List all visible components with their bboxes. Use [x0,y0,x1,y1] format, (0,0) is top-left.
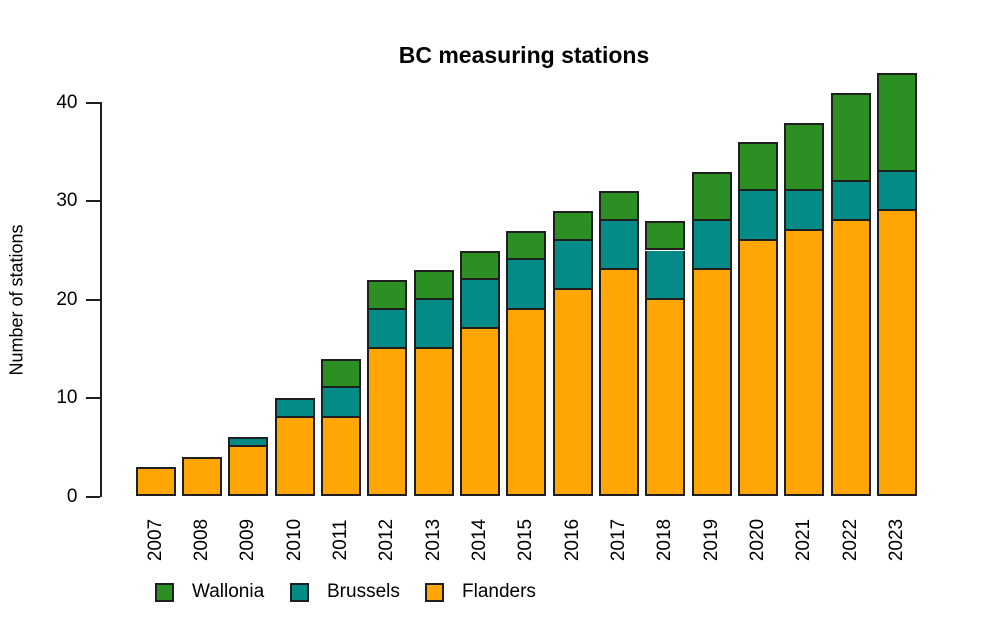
bar-segment-2022-wallonia [830,93,871,182]
bar-segment-2016-brussels [552,240,593,290]
x-axis-label-2021: 2021 [793,518,815,562]
x-axis-label-2016: 2016 [561,518,583,562]
x-axis-label-2008: 2008 [190,518,212,562]
legend-swatch-wallonia [155,583,174,602]
bar-segment-2021-brussels [784,191,825,231]
y-axis-tick-label: 0 [66,485,78,507]
bar-segment-2016-flanders [552,289,593,497]
bar-segment-2015-brussels [506,260,547,310]
bar-segment-2012-brussels [367,309,408,349]
bar-segment-2014-brussels [459,280,500,330]
y-axis-tick-label: 30 [56,190,78,212]
bar-segment-2015-flanders [506,309,547,497]
y-axis-tick-label: 20 [56,288,78,310]
bar-segment-2009-flanders [228,447,269,497]
x-axis-label-2018: 2018 [654,518,676,562]
bar-segment-2023-wallonia [877,73,918,172]
legend-swatch-brussels [290,583,309,602]
y-axis-tick-label: 10 [56,387,78,409]
bar-segment-2013-wallonia [413,270,454,300]
chart-title: BC measuring stations [398,42,650,68]
legend-label-flanders: Flanders [462,581,536,602]
bar-segment-2021-flanders [784,230,825,497]
bar-segment-2020-wallonia [738,142,779,192]
x-axis-label-2014: 2014 [468,518,490,562]
bar-segment-2019-brussels [691,220,732,271]
bar-segment-2023-brussels [877,171,918,212]
y-axis-tick [85,495,100,498]
legend-label-brussels: Brussels [327,581,400,602]
bar-segment-2017-flanders [599,270,639,497]
x-axis-label-2007: 2007 [144,518,166,562]
y-axis-tick [85,397,100,400]
bar-segment-2022-flanders [830,220,871,497]
bar-segment-2019-flanders [691,270,732,497]
x-axis-label-2010: 2010 [283,518,305,562]
bar-segment-2010-brussels [274,398,315,418]
x-axis-label-2015: 2015 [515,518,537,562]
x-axis-label-2013: 2013 [422,518,444,562]
bar-segment-2015-wallonia [506,230,547,261]
bar-segment-2012-flanders [367,348,408,497]
bar-segment-2016-wallonia [552,211,593,241]
bar-segment-2014-wallonia [459,250,500,281]
bar-segment-2013-brussels [413,299,454,349]
legend-swatch-flanders [425,583,444,602]
y-axis-tick-label: 40 [56,91,78,113]
bar-segment-2008-flanders [181,457,222,497]
bar-segment-2018-brussels [645,250,686,300]
bar-segment-2011-brussels [320,388,361,418]
y-axis-tick [85,200,100,203]
bar-segment-2019-wallonia [691,171,732,221]
bar-segment-2023-flanders [877,211,918,497]
bar-segment-2018-wallonia [645,220,686,251]
bar-segment-2010-flanders [274,417,315,497]
x-axis-label-2023: 2023 [886,518,908,562]
x-axis-label-2011: 2011 [329,519,351,561]
bar-segment-2021-wallonia [784,122,825,192]
bar-segment-2020-flanders [738,240,779,497]
x-axis-label-2019: 2019 [700,518,722,562]
x-axis-label-2022: 2022 [839,518,861,562]
bar-segment-2011-flanders [320,417,361,497]
bar-segment-2009-brussels [228,437,269,448]
x-axis-label-2017: 2017 [608,518,629,562]
bar-segment-2011-wallonia [320,358,361,389]
bar-segment-2022-brussels [830,181,871,221]
x-axis-label-2009: 2009 [237,518,259,562]
x-axis-label-2012: 2012 [376,518,398,562]
bar-segment-2014-flanders [459,329,500,497]
bar-segment-2020-brussels [738,191,779,241]
bar-segment-2017-brussels [599,220,639,271]
bar-segment-2017-wallonia [599,191,639,221]
y-axis-tick [85,101,100,104]
bar-segment-2012-wallonia [367,280,408,310]
legend-label-wallonia: Wallonia [192,581,265,602]
bar-segment-2018-flanders [645,299,686,497]
x-axis-label-2020: 2020 [747,518,769,562]
y-axis-tick [85,298,100,301]
bar-segment-2007-flanders [135,466,176,497]
bar-segment-2013-flanders [413,348,454,497]
y-axis-line [99,101,102,498]
